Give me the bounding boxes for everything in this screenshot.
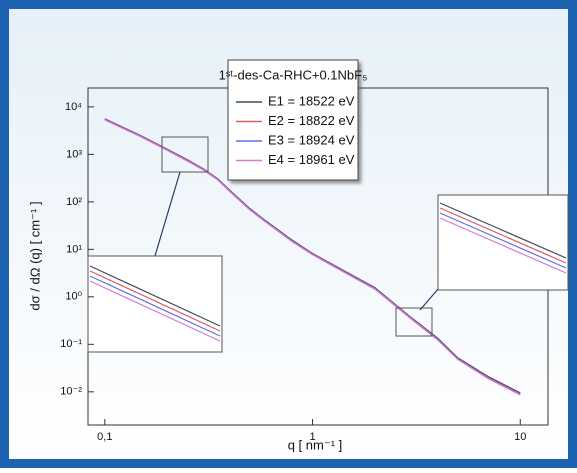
y-tick-label: 10² xyxy=(66,196,82,208)
inset-line xyxy=(89,280,221,342)
y-axis-label: dσ / dΩ (q) [ cm⁻¹ ] xyxy=(27,201,42,310)
inset-line xyxy=(439,217,567,274)
y-tick-label: 10¹ xyxy=(66,243,82,255)
x-axis-label: q [ nm⁻¹ ] xyxy=(288,437,343,452)
plot-area xyxy=(104,118,521,396)
legend-title: 1ˢᵗ-des-Ca-RHC+0.1NbF₅ xyxy=(219,67,368,82)
x-tick-label: 0,1 xyxy=(97,431,112,443)
x-tick-label: 10 xyxy=(514,431,526,443)
inset-line xyxy=(439,202,567,259)
legend-label: E4 = 18961 eV xyxy=(268,152,355,167)
inset-line xyxy=(439,207,567,264)
y-tick-label: 10⁻² xyxy=(60,386,82,398)
inset-line xyxy=(89,265,221,327)
legend-label: E2 = 18822 eV xyxy=(268,113,355,128)
y-tick-label: 10⁴ xyxy=(65,101,82,113)
legend-label: E1 = 18522 eV xyxy=(268,93,355,108)
zoom-box xyxy=(161,136,209,173)
y-tick-label: 10⁰ xyxy=(65,291,82,303)
inset xyxy=(87,255,223,353)
inset-line xyxy=(89,275,221,337)
y-tick-label: 10⁻¹ xyxy=(60,338,82,350)
x-tick-label: 1 xyxy=(309,431,315,443)
inset-line xyxy=(439,212,567,269)
y-tick-label: 10³ xyxy=(66,148,82,160)
zoom-box xyxy=(395,307,433,337)
series-line xyxy=(104,119,521,396)
legend-label: E3 = 18924 eV xyxy=(268,132,355,147)
inset xyxy=(437,194,569,291)
inset-line xyxy=(89,270,221,332)
